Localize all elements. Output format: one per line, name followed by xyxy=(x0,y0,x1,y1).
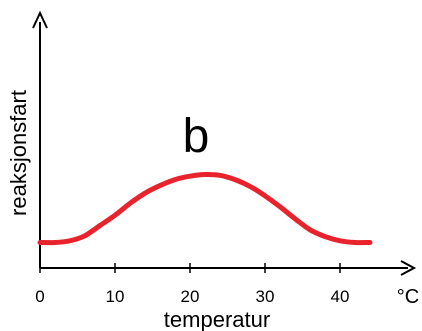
x-tick-label-4: 40 xyxy=(331,287,350,306)
x-tick-label-3: 30 xyxy=(256,287,275,306)
x-axis-arrow xyxy=(400,260,417,276)
curve-annotation: b xyxy=(183,110,210,163)
x-tick-label-0: 0 xyxy=(35,287,44,306)
x-ticks: 0 10 20 30 40 xyxy=(35,263,349,306)
x-tick-label-1: 10 xyxy=(106,287,125,306)
x-tick-label-2: 20 xyxy=(181,287,200,306)
y-axis-label: reaksjonsfart xyxy=(6,90,31,216)
x-axis-label: temperatur xyxy=(164,307,270,331)
axes xyxy=(32,10,417,276)
y-axis-arrow xyxy=(32,10,48,29)
series-layer xyxy=(37,171,373,246)
series-line-0 xyxy=(37,171,373,246)
x-axis-unit: °C xyxy=(397,286,419,308)
